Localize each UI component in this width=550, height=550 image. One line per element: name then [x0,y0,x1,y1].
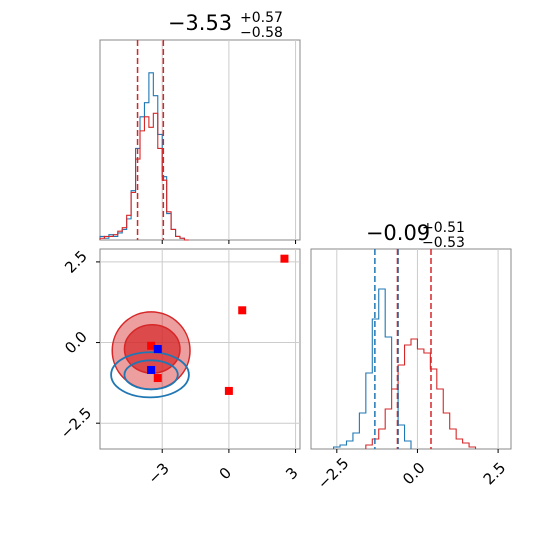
joint-red-marker [238,306,247,315]
hist2-title-minus: −0.53 [422,235,465,251]
hist2-title: −0.09 [366,221,430,245]
joint-blue-marker [147,365,156,374]
joint-red-marker [153,374,162,383]
joint-red-marker [147,341,156,350]
joint-x-tick-label: 0 [216,464,235,483]
joint-y-tick-label: 2.5 [61,247,91,277]
hist1-frame [99,39,301,241]
hist2-series-blue [333,288,412,449]
hist2-frame [310,248,512,450]
joint-red-marker [224,386,233,395]
hist2-x-tick-label: 0.0 [399,459,429,489]
hist2-title-value: −0.09 [366,221,430,245]
hist2-series-red [365,338,477,449]
hist1-title: −3.53 [168,11,232,35]
joint-panel: −3 0 3 2.5 0.0 −2.5 [57,247,302,488]
hist2-x-tick-label: −2.5 [314,454,352,492]
hist1-title-plus: +0.57 [240,10,283,26]
joint-y-tick-label: −2.5 [57,404,95,442]
hist-panel-param1: −3.53 +0.57 −0.58 [99,10,301,244]
joint-x-tick-label: −3 [145,459,173,487]
hist1-title-minus: −0.58 [240,25,283,41]
joint-x-tick-label: 3 [282,464,301,483]
joint-blue-marker [153,345,162,353]
joint-y-tick-label: 0.0 [61,328,91,358]
hist2-title-plus: +0.51 [422,220,465,236]
hist-panel-param2: −2.5 0.0 2.5 −0.09 +0.51 −0.53 [310,220,512,493]
joint-red-marker [280,254,289,263]
hist1-series-red [99,112,189,241]
hist1-title-value: −3.53 [168,11,232,35]
hist2-x-tick-label: 2.5 [480,459,510,489]
joint-blue-contour-0 [110,351,190,399]
joint-blue-contour-1 [123,359,179,391]
